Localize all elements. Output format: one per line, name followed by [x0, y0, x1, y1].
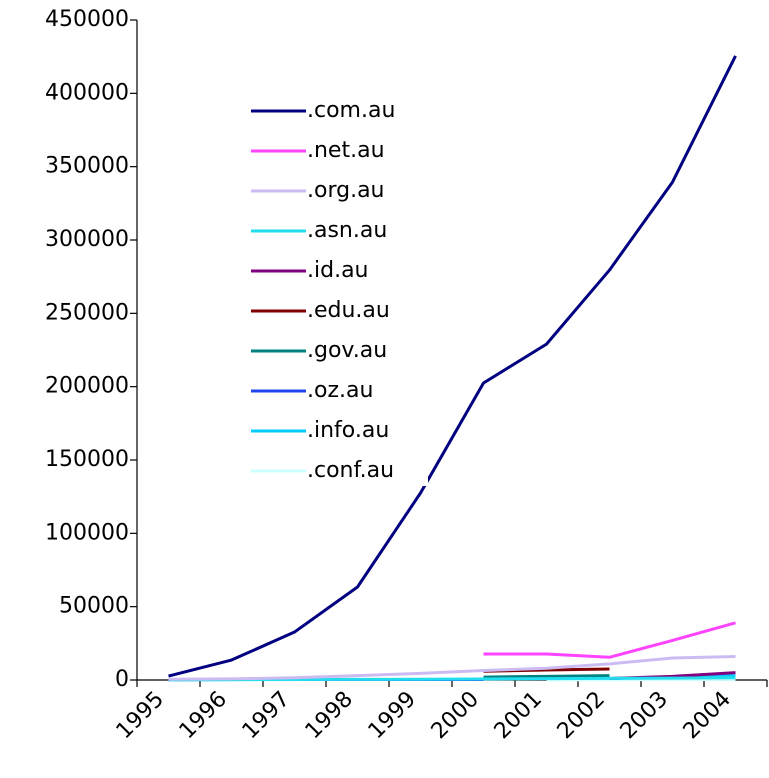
y-tick-label: 400000 [45, 80, 129, 105]
x-tick-label: 1997 [238, 687, 295, 744]
x-tick-label: 1995 [112, 687, 169, 744]
y-tick-label: 450000 [45, 7, 129, 32]
x-tick-label: 1996 [175, 687, 232, 744]
legend-label: .asn.au [307, 218, 387, 243]
x-tick-label: 2000 [427, 687, 484, 744]
legend-label: .net.au [307, 138, 385, 163]
legend-label: .info.au [307, 418, 389, 443]
legend: .com.au .net.au .org.au .asn.au .id.au .edu.a… [245, 90, 428, 486]
legend-label: .oz.au [307, 378, 373, 403]
x-tick-label: 2002 [553, 687, 610, 744]
y-tick-label: 250000 [45, 300, 129, 325]
y-tick-label: 300000 [45, 227, 129, 252]
series-line [484, 623, 736, 657]
legend-label: .gov.au [307, 338, 387, 363]
y-tick-label: 150000 [45, 447, 129, 472]
y-tick-label: 50000 [59, 594, 129, 619]
legend-label: .id.au [307, 258, 369, 283]
x-tick-label: 2004 [679, 687, 736, 744]
y-tick-label: 200000 [45, 374, 129, 399]
y-tick-label: 350000 [45, 154, 129, 179]
y-tick-label: 0 [115, 667, 129, 692]
x-tick-label: 1998 [301, 687, 358, 744]
legend-label: .com.au [307, 98, 395, 123]
x-tick-label: 1999 [364, 687, 421, 744]
x-tick-label: 2001 [490, 687, 547, 744]
legend-label: .edu.au [307, 298, 390, 323]
legend-label: .org.au [307, 178, 385, 203]
y-tick-label: 100000 [45, 520, 129, 545]
series-line [484, 676, 610, 677]
legend-label: .conf.au [307, 458, 394, 483]
x-tick-label: 2003 [616, 687, 673, 744]
